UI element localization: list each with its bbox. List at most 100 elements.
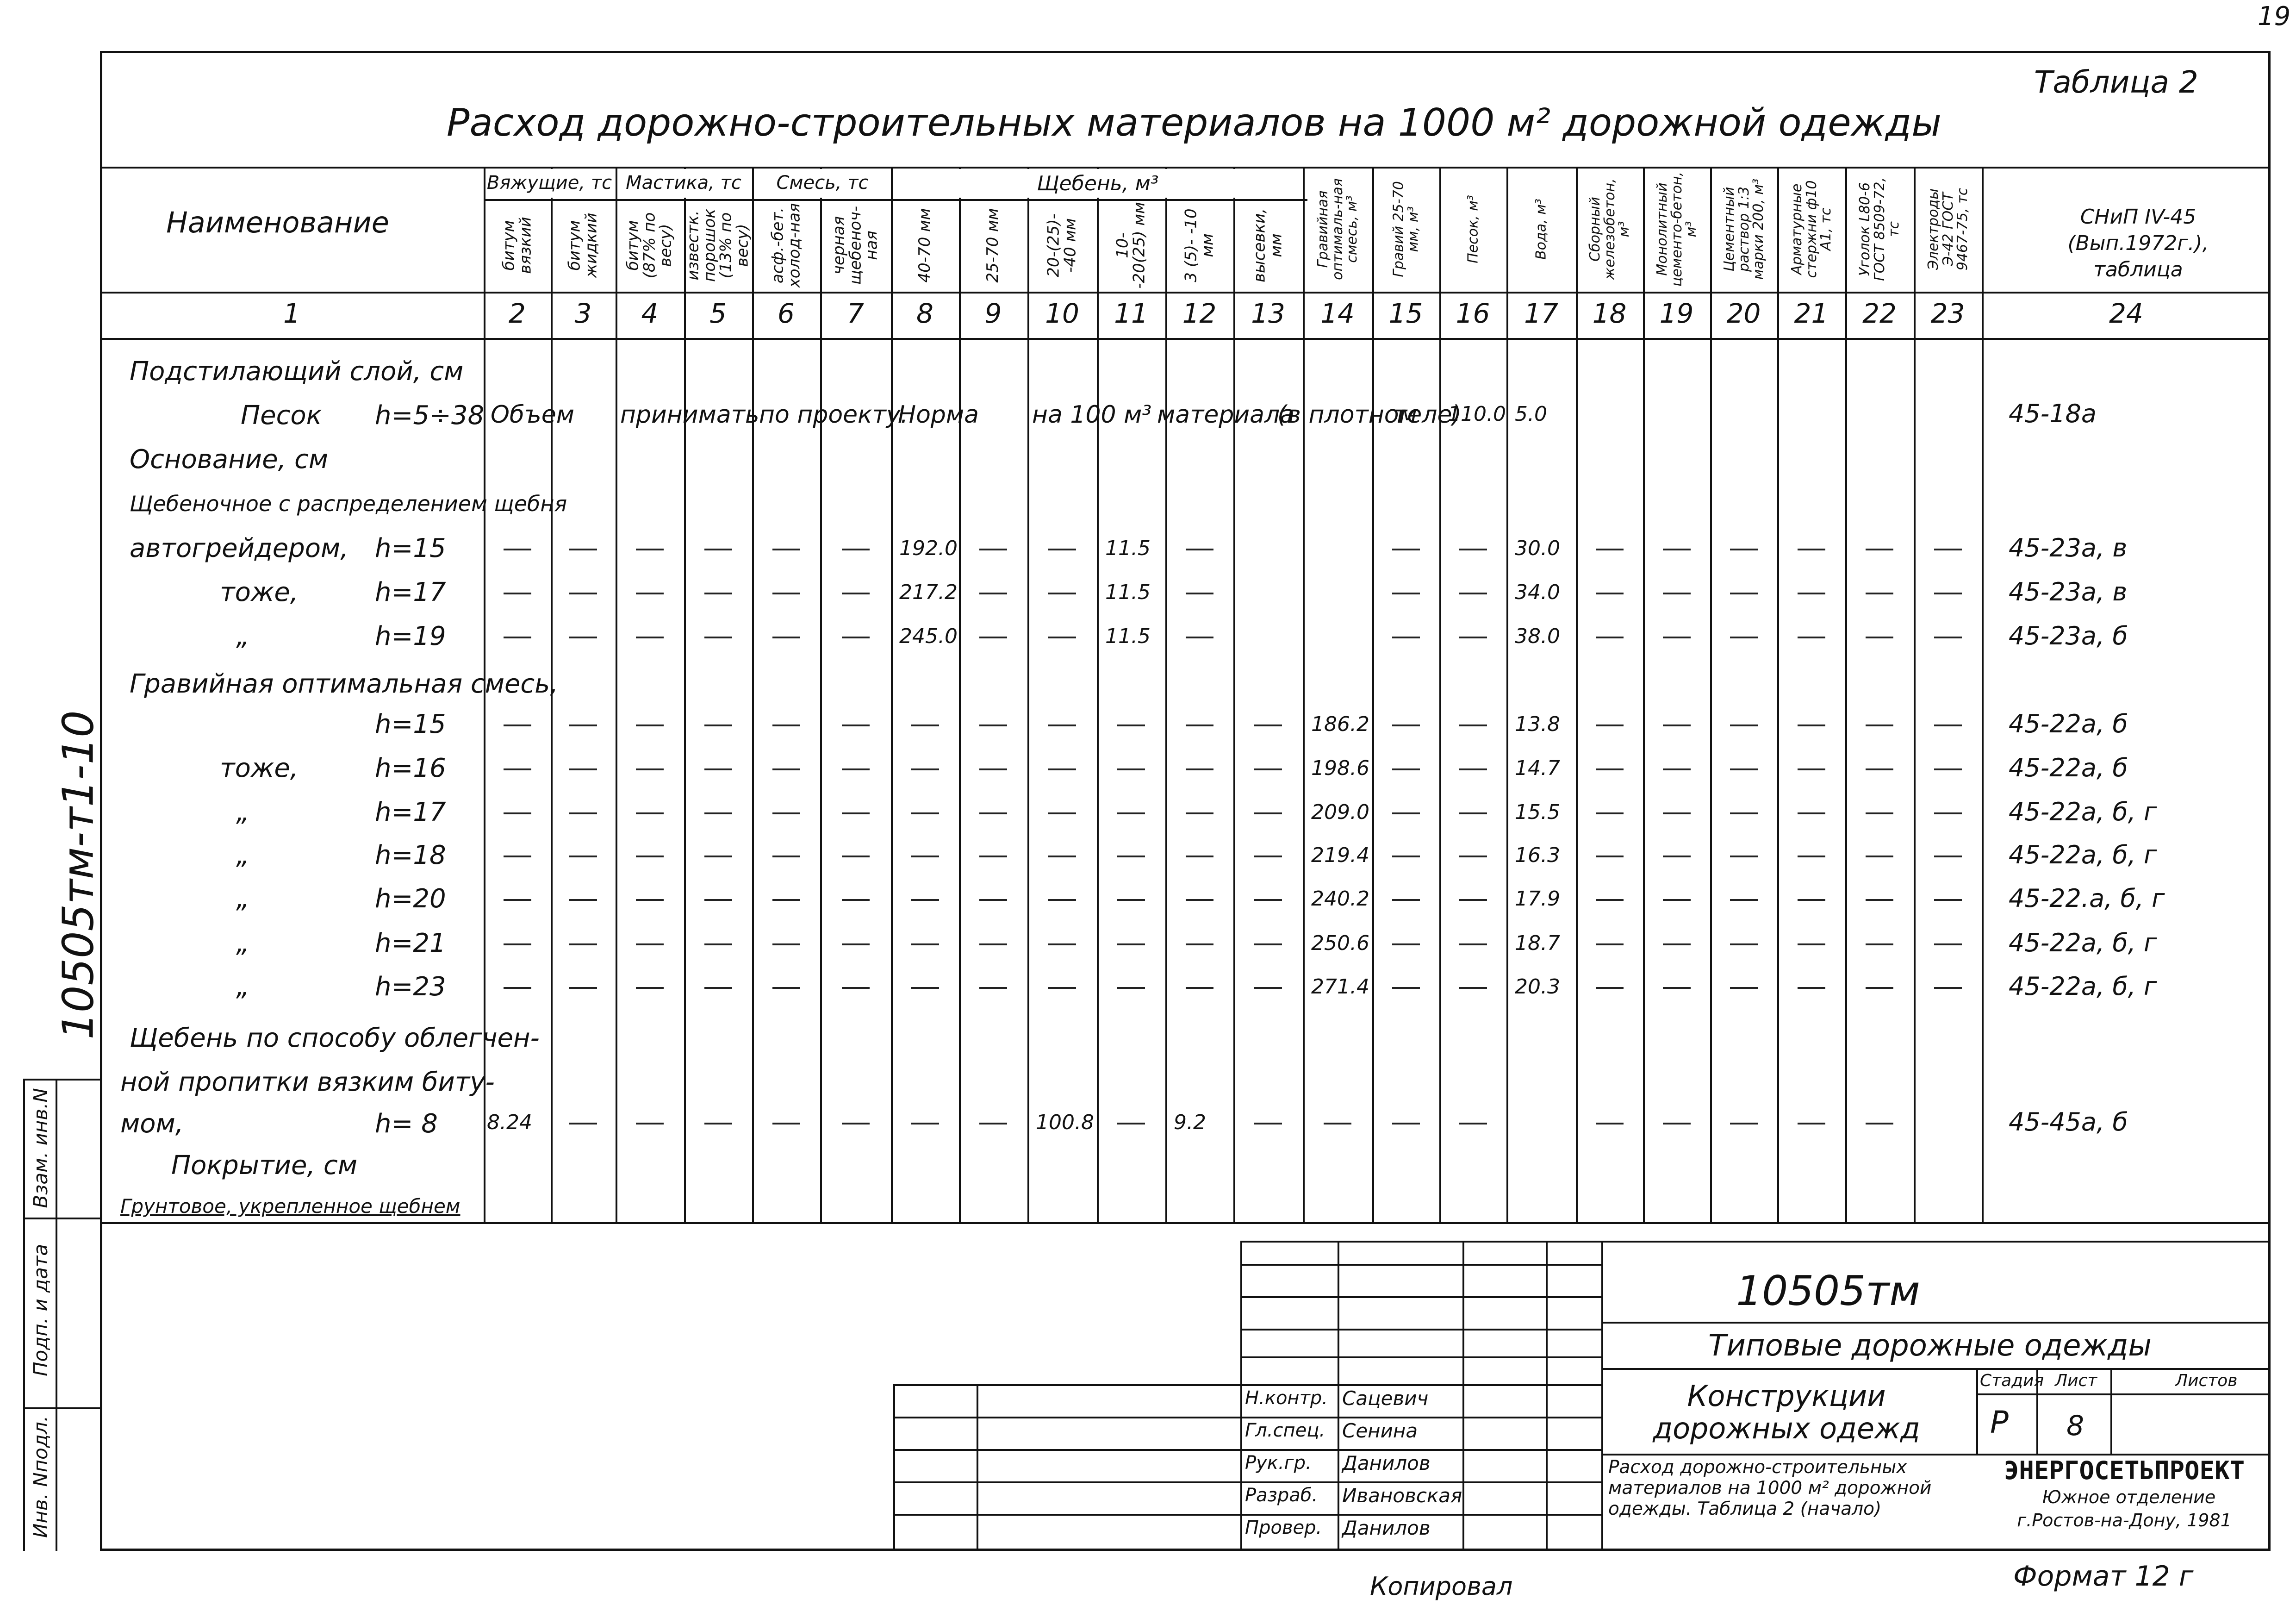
sub-header-8: 40-70 мм xyxy=(915,208,934,283)
dash xyxy=(636,549,664,550)
dash xyxy=(1048,899,1076,901)
grid-line xyxy=(484,167,485,1222)
role-1: Гл.спец. xyxy=(1245,1420,1325,1441)
column-number: 20 xyxy=(1726,298,1761,329)
role-4: Провер. xyxy=(1245,1517,1322,1538)
dash xyxy=(704,768,732,770)
dash xyxy=(1595,549,1624,550)
sub-header-2: битум вязкий xyxy=(499,217,535,274)
grid-mask xyxy=(1232,169,1237,198)
pesok-col17: 5.0 xyxy=(1515,402,1547,426)
row-pesok-h: h=5÷38 xyxy=(375,400,485,431)
sub-header-10: 20-(25)- -40 мм xyxy=(1044,213,1079,277)
dash xyxy=(979,637,1007,638)
dash xyxy=(841,593,870,594)
grid-line xyxy=(1027,167,1029,1222)
dash xyxy=(1324,1123,1351,1124)
column-number: 6 xyxy=(778,298,795,329)
column-number: 7 xyxy=(847,298,864,329)
dash xyxy=(1866,725,1893,726)
dash xyxy=(1459,899,1487,901)
grav-name: тоже, xyxy=(220,753,299,783)
dash xyxy=(1048,943,1076,945)
dash xyxy=(1185,768,1213,770)
dash xyxy=(1459,768,1487,770)
pesok-note: по проекту. xyxy=(759,401,908,429)
shcheb-h: h=19 xyxy=(375,621,446,651)
grav-c14: 271.4 xyxy=(1311,975,1369,999)
dash xyxy=(911,725,939,726)
dash xyxy=(772,593,800,594)
column-number: 24 xyxy=(2109,298,2143,329)
org-branch: Южное отделение xyxy=(2042,1487,2216,1507)
dash xyxy=(772,1123,800,1124)
stage-label: Стадия xyxy=(1980,1371,2044,1390)
dash xyxy=(1459,987,1487,989)
dash xyxy=(503,856,531,857)
shcheb-h: h=17 xyxy=(375,577,446,607)
dash xyxy=(1934,899,1962,901)
sub-header-5: известк. порошок (13% по весу) xyxy=(684,209,752,282)
grid-line xyxy=(959,167,961,1222)
dash xyxy=(979,987,1007,989)
dash xyxy=(1662,637,1691,638)
dash xyxy=(704,1123,732,1124)
dash xyxy=(841,725,870,726)
dash xyxy=(503,768,531,770)
sheet-title-3: одежды. Таблица 2 (начало) xyxy=(1608,1499,1882,1519)
dash xyxy=(1117,768,1145,770)
dash xyxy=(636,856,664,857)
dash xyxy=(1392,943,1420,945)
dash xyxy=(772,899,800,901)
grav-c17: 15.5 xyxy=(1515,800,1560,824)
dash xyxy=(1117,899,1145,901)
grid-mask xyxy=(1164,169,1169,198)
grav-h: h=16 xyxy=(375,753,446,783)
grid-line xyxy=(820,167,822,1222)
dash xyxy=(1254,856,1282,857)
table-label: Таблица 2 xyxy=(2034,64,2198,100)
dash xyxy=(1934,768,1962,770)
dash xyxy=(1934,637,1962,638)
dash xyxy=(1254,899,1282,901)
grid-line xyxy=(1303,167,1305,1222)
dash xyxy=(979,899,1007,901)
column-number: 14 xyxy=(1320,298,1355,329)
grid-line xyxy=(1165,167,1167,1222)
sub-header-21: Арматурные стержни ф10 А1, тс xyxy=(1788,180,1834,278)
dash xyxy=(503,549,531,550)
dash xyxy=(1934,593,1962,594)
row-shcheb-head: Щебеночное с распределением щебня xyxy=(130,491,567,516)
sub-header-15: Гравий 25-70 мм, м³ xyxy=(1390,181,1421,277)
sub-header-4: битум (87% по весу) xyxy=(623,212,675,279)
dash xyxy=(772,987,800,989)
pesok-note: Норма xyxy=(898,401,979,429)
dash xyxy=(1595,768,1624,770)
dash xyxy=(911,987,939,989)
dash xyxy=(1866,987,1893,989)
dash xyxy=(979,768,1007,770)
dash xyxy=(1459,549,1487,550)
shcheb-c8: 245.0 xyxy=(899,625,958,648)
stamp-object-2: дорожных одежд xyxy=(1653,1412,1920,1445)
grid-line xyxy=(1643,167,1645,1222)
dash xyxy=(1048,856,1076,857)
dash xyxy=(1662,1123,1691,1124)
dash xyxy=(1730,725,1758,726)
dash xyxy=(1392,899,1420,901)
dash xyxy=(1662,812,1691,814)
dash xyxy=(569,725,597,726)
side-stamp-vzam: Взам. инв.N xyxy=(29,1088,52,1208)
name-4: Данилов xyxy=(1342,1517,1431,1539)
dash xyxy=(569,768,597,770)
dash xyxy=(1117,987,1145,989)
grid-mask xyxy=(1095,169,1100,198)
grav-c17: 14.7 xyxy=(1515,756,1560,780)
dash xyxy=(911,768,939,770)
column-number: 5 xyxy=(709,298,727,329)
ref-snip: 45-22а, б, г xyxy=(2009,928,2157,957)
dash xyxy=(1866,637,1893,638)
grid-mask xyxy=(683,169,687,198)
dash xyxy=(569,856,597,857)
dash xyxy=(979,593,1007,594)
